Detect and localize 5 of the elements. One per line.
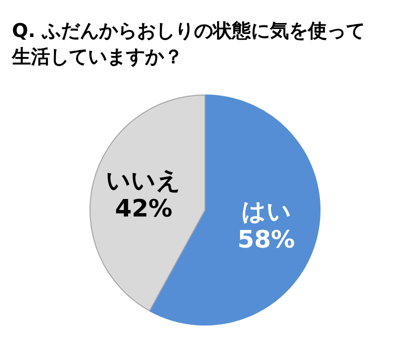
data-label: 42%: [115, 194, 172, 222]
data-label: 58%: [238, 226, 295, 254]
chart-title: Q. ふだんからおしりの状態に気を使って生活していますか？: [12, 19, 366, 70]
slice-label: いいえ: [106, 166, 182, 194]
slice-label: はい: [241, 198, 292, 226]
